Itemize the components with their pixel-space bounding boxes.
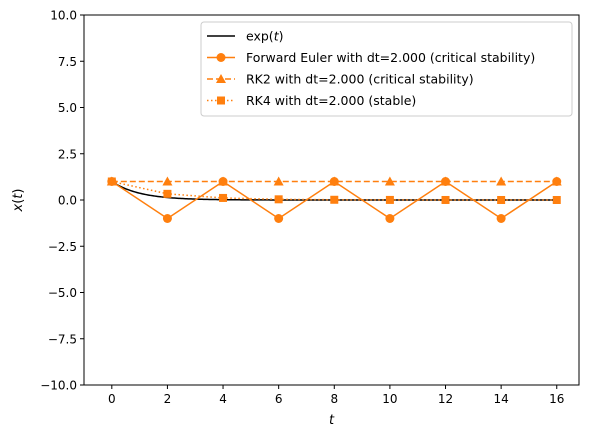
x-tick-label: 12 [438,392,453,406]
y-tick-label: 10.0 [50,9,77,23]
data-point-triangle [384,176,395,186]
data-point-square [552,195,561,204]
legend-entry-label: RK4 with dt=2.000 (stable) [246,93,416,108]
legend: exp(t) Forward Euler with dt=2.000 (criti… [200,21,573,117]
data-point-square [107,177,116,186]
data-point-square [441,195,450,204]
x-tick-label: 6 [275,392,283,406]
y-axis-label: x(t) [11,189,26,213]
data-point-square [274,195,283,204]
legend-box [200,21,573,117]
legend-entry-label: exp(t) [246,29,283,44]
data-point-circle [274,214,284,223]
data-point-triangle [162,176,173,186]
x-tick-label: 8 [330,392,338,406]
data-point-triangle [273,176,284,186]
data-point-triangle [551,176,562,186]
x-tick-label: 4 [219,392,227,406]
data-point-circle [385,214,395,223]
series-3 [107,177,561,204]
data-point-triangle [496,176,507,186]
x-tick-label: 0 [108,392,116,406]
data-point-circle [496,214,506,223]
series-line [111,180,557,201]
y-tick-label: 5.0 [58,101,77,115]
data-point-triangle [218,176,229,186]
data-point-square [330,195,339,204]
legend-entry-label: Forward Euler with dt=2.000 (critical st… [246,50,535,65]
y-tick-label: 0.0 [58,194,77,208]
plot-area [106,176,562,223]
legend-marker [216,53,226,62]
y-tick-label: −7.5 [48,332,77,346]
legend-marker [217,96,225,105]
legend-marker [216,74,226,83]
data-point-square [497,195,506,204]
data-point-triangle [440,176,451,186]
y-tick-label: −2.5 [48,240,77,254]
y-tick-label: −5.0 [48,286,77,300]
data-point-square [385,195,394,204]
x-tick-label: 16 [549,392,564,406]
legend-entry-label: RK2 with dt=2.000 (critical stability) [246,72,474,87]
y-tick-label: 7.5 [58,55,77,69]
y-tick-label: 2.5 [58,147,77,161]
x-tick-label: 14 [493,392,508,406]
data-point-square [219,193,228,202]
y-tick-label: −10.0 [40,379,77,393]
data-point-circle [162,214,172,223]
data-point-triangle [329,176,340,186]
x-tick-label: 2 [164,392,172,406]
x-axis-label: t [329,413,335,428]
data-point-square [163,189,172,198]
x-tick-label: 10 [382,392,397,406]
axis-ticks: 0 2 4 6 8 10 12 14 16 −10.0 −7.5 −5.0 −2.5 0.0 2.5 5.0 7… [40,9,564,407]
